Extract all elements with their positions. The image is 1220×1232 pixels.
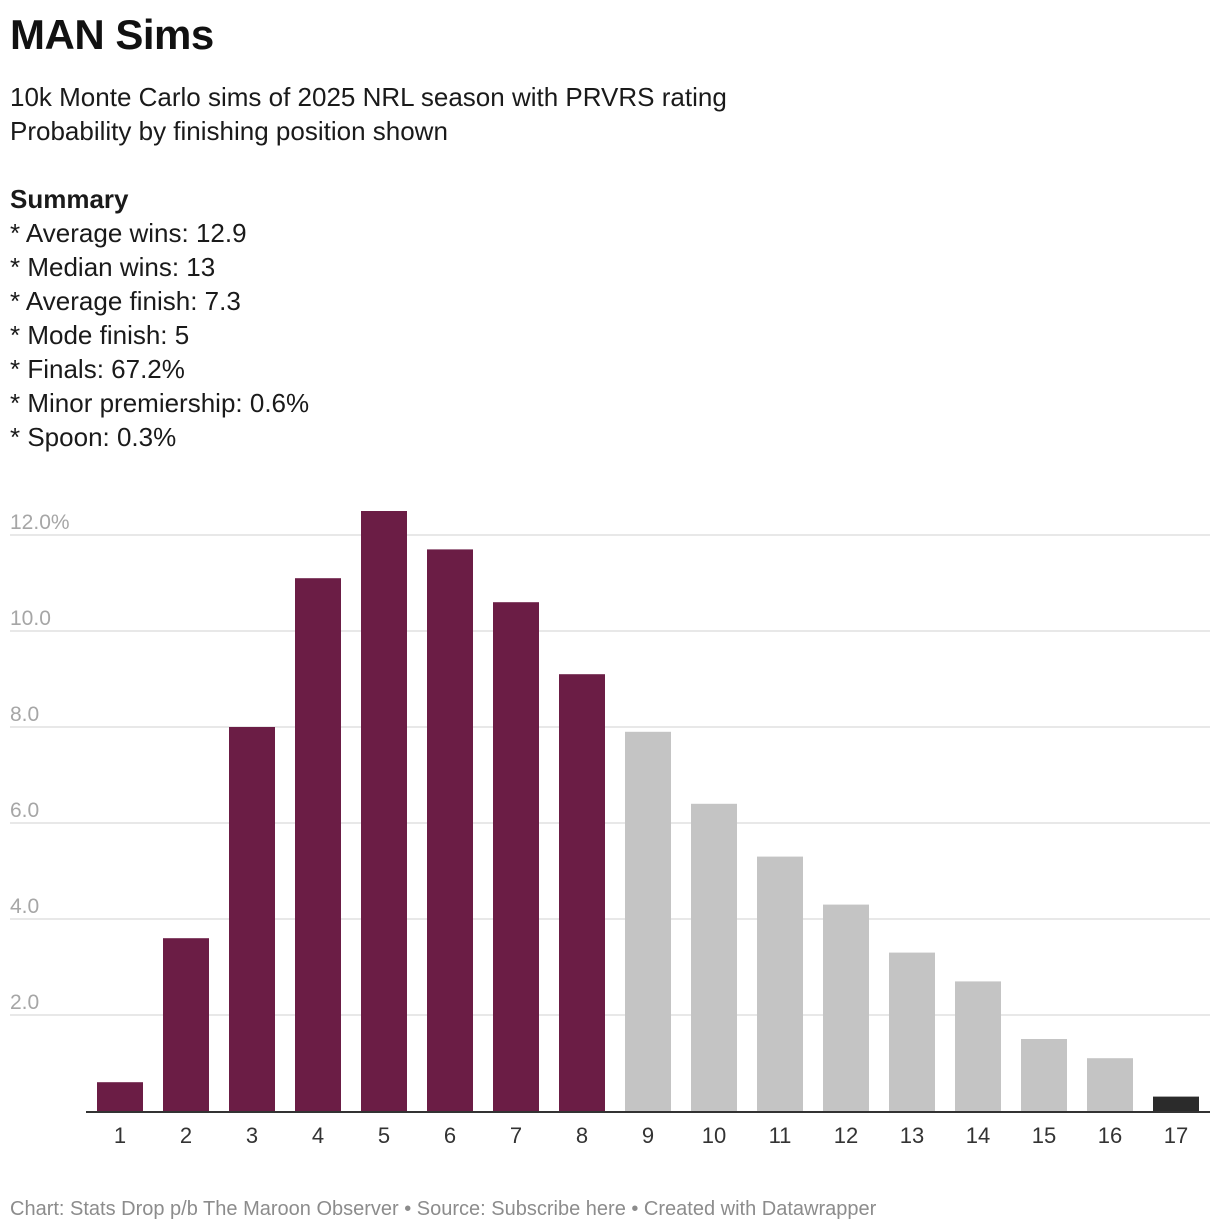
bar-finish-17 [1153, 1096, 1199, 1111]
bar-chart: 2.04.06.08.010.012.0% 1 2 3 4 5 6 7 8 9 10 11 12 13 1… [10, 511, 1210, 1148]
bar-finish-6 [427, 549, 473, 1111]
y-axis-tick-labels: 2.0 4.0 6.0 8.0 10.0 12.0% [10, 511, 70, 1014]
bar-finish-1 [97, 1082, 143, 1111]
bar-finish-14 [955, 981, 1001, 1111]
y-tick-label: 2.0 [10, 991, 39, 1014]
footer-credits: Chart: Stats Drop p/b The Maroon Observe… [10, 1198, 877, 1220]
x-tick-label: 15 [1032, 1123, 1056, 1148]
summary-item-average-finish: * Average finish: 7.3 [10, 286, 241, 316]
bar-finish-2 [163, 938, 209, 1111]
summary-item-median-wins: * Median wins: 13 [10, 252, 216, 282]
blank-line [10, 148, 727, 182]
summary-item-finals: * Finals: 67.2% [10, 354, 185, 384]
x-tick-label: 12 [834, 1123, 858, 1148]
x-tick-label: 13 [900, 1123, 924, 1148]
x-tick-label: 7 [510, 1123, 522, 1148]
bar-finish-15 [1021, 1039, 1067, 1111]
x-axis-tick-labels: 1 2 3 4 5 6 7 8 9 10 11 12 13 14 15 16 17 [114, 1123, 1188, 1148]
x-tick-label: 1 [114, 1123, 126, 1148]
bar-finish-5 [361, 511, 407, 1111]
bars [97, 511, 1199, 1111]
bar-finish-11 [757, 856, 803, 1111]
bar-finish-7 [493, 602, 539, 1111]
y-tick-label: 8.0 [10, 703, 39, 726]
x-tick-label: 4 [312, 1123, 324, 1148]
x-tick-label: 17 [1164, 1123, 1188, 1148]
y-tick-label: 4.0 [10, 895, 39, 918]
bar-finish-3 [229, 727, 275, 1111]
bar-finish-13 [889, 952, 935, 1111]
subtitle-line-2: Probability by finishing position shown [10, 116, 448, 146]
bar-finish-16 [1087, 1058, 1133, 1111]
x-tick-label: 11 [769, 1123, 792, 1148]
bar-finish-12 [823, 904, 869, 1111]
x-tick-label: 2 [180, 1123, 192, 1148]
x-tick-label: 10 [702, 1123, 726, 1148]
x-tick-label: 6 [444, 1123, 456, 1148]
gridlines [10, 534, 1210, 1016]
x-tick-label: 3 [246, 1123, 258, 1148]
x-tick-label: 8 [576, 1123, 588, 1148]
x-tick-label: 5 [378, 1123, 390, 1148]
summary-item-minor-premiership: * Minor premiership: 0.6% [10, 388, 310, 418]
y-tick-label: 6.0 [10, 799, 39, 822]
bar-finish-9 [625, 731, 671, 1111]
y-tick-label: 12.0% [10, 511, 70, 534]
subtitle-line-1: 10k Monte Carlo sims of 2025 NRL season … [10, 82, 727, 112]
summary-heading: Summary [10, 184, 129, 214]
summary-item-spoon: * Spoon: 0.3% [10, 422, 177, 452]
bar-finish-10 [691, 803, 737, 1111]
bar-finish-8 [559, 674, 605, 1111]
x-tick-label: 14 [966, 1123, 990, 1148]
bar-finish-4 [295, 578, 341, 1111]
chart-description: 10k Monte Carlo sims of 2025 NRL season … [10, 80, 727, 454]
x-tick-label: 16 [1098, 1123, 1122, 1148]
chart-title: MAN Sims [10, 11, 214, 58]
x-tick-label: 9 [642, 1123, 654, 1148]
summary-item-average-wins: * Average wins: 12.9 [10, 218, 247, 248]
y-tick-label: 10.0 [10, 607, 51, 630]
summary-item-mode-finish: * Mode finish: 5 [10, 320, 190, 350]
